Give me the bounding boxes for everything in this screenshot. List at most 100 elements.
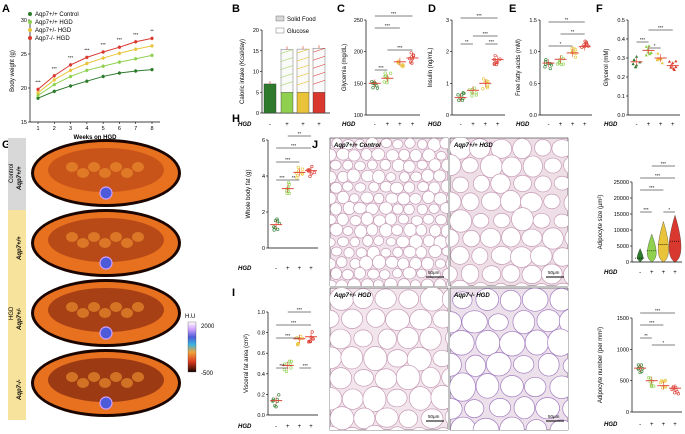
histo-title-1: Aqp7+/+ Control: [333, 143, 381, 149]
adipocyte: [330, 237, 336, 248]
data-point: [661, 379, 665, 384]
hgd-sign-2: +: [659, 122, 663, 128]
adipocyte: [485, 351, 512, 377]
data-point: [134, 47, 138, 51]
adipocyte: [330, 214, 337, 225]
adipocyte: [450, 353, 462, 377]
adipocyte: [367, 268, 380, 280]
adipocyte: [353, 202, 368, 215]
ct-intestine: [88, 232, 100, 242]
sig-stars: ***: [291, 320, 297, 325]
adipocyte: [514, 282, 529, 286]
adipocyte: [374, 368, 398, 390]
ct-intestine: [88, 372, 100, 382]
adipocyte: [410, 215, 423, 226]
adipocyte: [450, 265, 458, 283]
adipocyte: [403, 181, 416, 194]
ct-intestine: [99, 378, 111, 388]
adipocyte: [489, 398, 511, 418]
adipocyte: [535, 397, 560, 420]
series-line-3: [37, 37, 153, 90]
hatch: [296, 72, 310, 78]
adipocyte: [366, 223, 379, 237]
ct-vertebra: [99, 396, 113, 410]
data-point: [559, 55, 564, 59]
data-point: [282, 368, 286, 372]
x-tick-label: 8: [150, 126, 153, 132]
adipocyte: [336, 148, 350, 161]
adipocyte: [330, 159, 342, 171]
legend-label-solid-food: Solid Food: [287, 17, 316, 23]
hgd-sign-2: +: [298, 424, 302, 430]
hgd-sign-0: -: [275, 424, 277, 430]
sig-stars: **: [644, 333, 648, 338]
adipocyte: [494, 282, 508, 286]
histo-cells: [450, 138, 568, 286]
adipocyte: [341, 308, 363, 329]
data-point: [474, 91, 478, 95]
geno-label-4: Aqp7-/-: [17, 379, 23, 401]
data-point: [101, 74, 105, 79]
adipocyte: [341, 388, 364, 410]
data-point: [101, 64, 105, 68]
data-point: [150, 53, 154, 57]
adipocyte: [373, 192, 385, 204]
annotation: ***: [101, 42, 107, 47]
y-tick-label: 0: [262, 246, 265, 252]
hgd-sign-2: +: [301, 122, 305, 128]
annotation: ***: [117, 37, 123, 42]
adipocyte: [353, 407, 376, 430]
y-axis-label: Glycerol (mM): [604, 49, 610, 87]
data-point: [644, 53, 648, 57]
adipocyte: [452, 291, 473, 309]
hgd-sign-3: +: [673, 422, 677, 428]
adipocyte: [392, 139, 404, 150]
data-point: [460, 93, 464, 97]
data-point: [150, 44, 154, 48]
hu-label: H.U: [185, 314, 195, 320]
data-point: [382, 80, 386, 84]
y-tick-label: 0.5: [529, 81, 537, 87]
data-point: [482, 77, 486, 81]
hgd-sign-3: +: [496, 122, 500, 128]
adipocyte: [360, 212, 374, 226]
panel-j-adipocyte-size: 0 5000 10000 15000 20000 25000 Adipocyte size …: [598, 161, 682, 276]
hgd-sign-0: -: [269, 122, 271, 128]
ct-intestine: [121, 308, 133, 318]
adipocyte: [432, 349, 448, 368]
ct-intestine: [77, 238, 89, 248]
adipocyte: [336, 256, 348, 268]
adipocyte: [435, 214, 448, 226]
data-point: [632, 58, 636, 61]
legend-swatch-solid-food: [275, 15, 285, 22]
adipocyte: [558, 309, 568, 334]
adipocyte: [365, 138, 379, 149]
adipocyte: [480, 228, 502, 248]
sig-stars: ***: [640, 37, 646, 42]
adipocyte: [415, 223, 428, 237]
adipocyte: [403, 246, 417, 258]
data-point: [409, 51, 413, 55]
adipocyte: [445, 258, 448, 270]
data-point: [647, 376, 651, 380]
legend-marker-ko: [28, 36, 32, 40]
adipocyte: [385, 172, 397, 182]
adipocyte: [562, 358, 568, 374]
adipocyte: [360, 191, 374, 204]
y-tick-label: 0.5: [617, 18, 625, 24]
data-point: [101, 56, 105, 60]
adipocyte: [472, 417, 500, 430]
adipocyte: [472, 213, 490, 229]
data-point: [559, 63, 563, 67]
data-point: [573, 55, 578, 59]
adipocyte: [499, 331, 526, 357]
adipocyte: [419, 288, 445, 312]
adipocyte: [379, 159, 392, 171]
adipocyte: [353, 369, 374, 387]
panel-label-b: B: [232, 3, 240, 15]
data-point: [52, 74, 56, 78]
data-point: [634, 54, 639, 58]
data-point: [287, 182, 292, 186]
adipocyte: [406, 346, 432, 372]
hgd-sign-1: +: [559, 122, 563, 128]
